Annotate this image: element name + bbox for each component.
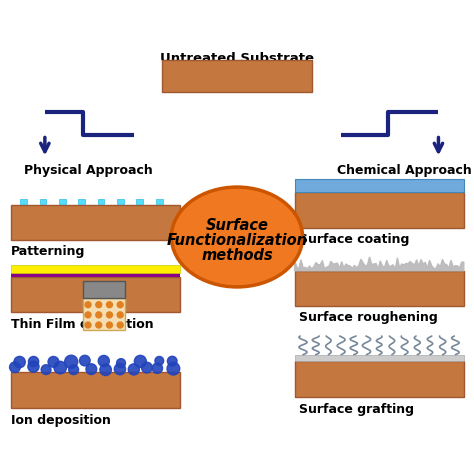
Circle shape: [128, 364, 139, 375]
Bar: [40, 199, 46, 204]
Bar: [83, 298, 125, 330]
Text: Surface roughening: Surface roughening: [299, 311, 438, 325]
Circle shape: [152, 363, 163, 374]
Circle shape: [117, 302, 123, 308]
Circle shape: [107, 302, 112, 308]
Bar: [78, 199, 85, 204]
Bar: [11, 373, 180, 408]
Text: Functionalization: Functionalization: [166, 233, 308, 248]
Polygon shape: [294, 257, 464, 271]
Circle shape: [117, 322, 123, 328]
Bar: [294, 179, 464, 192]
Text: Surface grafting: Surface grafting: [299, 403, 414, 416]
Bar: [294, 355, 464, 361]
Bar: [294, 361, 464, 397]
Circle shape: [85, 322, 91, 328]
Circle shape: [28, 361, 39, 372]
Bar: [11, 273, 180, 277]
Text: Thin Film deposition: Thin Film deposition: [11, 318, 154, 331]
Bar: [117, 199, 124, 204]
Bar: [162, 60, 312, 92]
Circle shape: [28, 356, 39, 367]
Bar: [137, 199, 143, 204]
Bar: [83, 281, 125, 298]
Circle shape: [48, 356, 59, 367]
Circle shape: [9, 362, 20, 373]
Circle shape: [107, 312, 112, 318]
Circle shape: [54, 361, 66, 374]
Circle shape: [100, 364, 111, 375]
Circle shape: [85, 312, 91, 318]
Bar: [11, 265, 180, 273]
Bar: [11, 277, 180, 312]
Text: Ion deposition: Ion deposition: [11, 414, 111, 427]
Circle shape: [85, 302, 91, 308]
Bar: [294, 192, 464, 228]
Circle shape: [167, 362, 180, 375]
Circle shape: [41, 365, 51, 374]
Circle shape: [114, 364, 126, 375]
Bar: [59, 199, 66, 204]
Text: Patterning: Patterning: [11, 246, 85, 258]
Circle shape: [86, 364, 97, 374]
Bar: [20, 199, 27, 204]
Circle shape: [96, 302, 102, 308]
Circle shape: [96, 322, 102, 328]
Ellipse shape: [172, 187, 302, 287]
Circle shape: [64, 355, 78, 368]
Circle shape: [69, 365, 79, 374]
Bar: [294, 271, 464, 306]
Text: Chemical Approach: Chemical Approach: [337, 164, 472, 177]
Circle shape: [117, 312, 123, 318]
Text: Surface: Surface: [206, 218, 268, 233]
Text: Physical Approach: Physical Approach: [24, 164, 153, 177]
Bar: [98, 199, 104, 204]
Bar: [11, 205, 180, 240]
Text: Untreated Substrate: Untreated Substrate: [160, 53, 314, 65]
Circle shape: [80, 356, 90, 366]
Bar: [156, 199, 163, 204]
Circle shape: [14, 356, 25, 368]
Circle shape: [117, 359, 126, 367]
Circle shape: [141, 362, 152, 373]
Circle shape: [107, 322, 112, 328]
Circle shape: [155, 356, 164, 365]
Circle shape: [96, 312, 102, 318]
Circle shape: [134, 356, 146, 367]
Text: Surface coating: Surface coating: [299, 233, 409, 246]
Circle shape: [98, 356, 109, 366]
Circle shape: [167, 356, 177, 366]
Text: methods: methods: [201, 248, 273, 263]
